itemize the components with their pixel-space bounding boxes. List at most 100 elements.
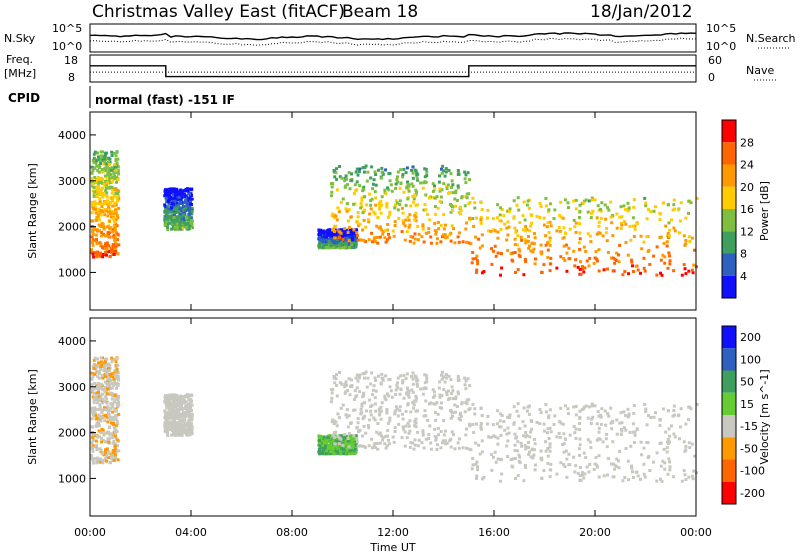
velocity-echo-cell	[672, 475, 676, 479]
power-echo-cell	[445, 184, 449, 188]
velocity-echo-cell	[431, 395, 435, 399]
freq-label: Freq.	[6, 53, 33, 66]
power-echo-cell	[106, 214, 110, 218]
velocity-echo-cell	[383, 442, 387, 446]
velocity-echo-cell	[658, 418, 662, 422]
power-echo-cell	[474, 235, 478, 239]
velocity-echo-cell	[327, 449, 331, 453]
power-echo-cell	[344, 207, 348, 211]
power-echo-cell	[96, 250, 99, 254]
power-echo-cell	[165, 220, 169, 224]
noise-panel-frame	[89, 23, 697, 53]
noise-sky-line	[89, 32, 697, 41]
velocity-echo-cell	[417, 438, 421, 442]
velocity-echo-cell	[107, 440, 111, 444]
velocity-echo-cell	[618, 421, 622, 425]
velocity-echo-cell	[552, 423, 556, 426]
velocity-echo-cell	[318, 441, 322, 445]
power-echo-cell	[186, 222, 190, 226]
power-echo-cell	[117, 206, 121, 210]
power-echo-cell	[188, 211, 192, 215]
power-echo-cell	[95, 242, 99, 246]
power-echo-cell	[400, 230, 404, 234]
power-echo-cell	[339, 243, 343, 247]
colorbar-swatch	[722, 253, 736, 276]
velocity-echo-cell	[99, 415, 103, 419]
power-echo-cell	[373, 190, 377, 194]
power-echo-cell	[347, 208, 351, 212]
velocity-echo-cell	[401, 379, 405, 383]
velocity-echo-cell	[639, 440, 643, 444]
velocity-echo-cell	[173, 431, 177, 435]
velocity-echo-cell	[186, 393, 190, 397]
power-echo-cell	[96, 169, 100, 173]
velocity-echo-cell	[105, 370, 109, 374]
velocity-echo-cell	[562, 432, 566, 436]
power-echo-cell	[172, 216, 176, 219]
power-echo-cell	[596, 204, 600, 208]
velocity-echo-cell	[394, 392, 398, 396]
velocity-echo-cell	[381, 436, 385, 440]
power-echo-cell	[344, 174, 348, 178]
power-echo-cell	[109, 215, 113, 219]
velocity-echo-cell	[91, 395, 95, 399]
velocity-echo-cell	[587, 470, 591, 474]
velocity-echo-cell	[364, 431, 368, 435]
velocity-echo-cell	[113, 449, 117, 452]
velocity-echo-cell	[442, 388, 446, 392]
station-title: Christmas Valley East (fitACF)	[92, 2, 345, 22]
power-echo-cell	[342, 240, 346, 244]
power-echo-cell	[578, 268, 582, 271]
power-echo-cell	[573, 264, 577, 268]
velocity-echo-cell	[362, 391, 366, 395]
power-echo-cell	[102, 225, 106, 229]
velocity-echo-cell	[102, 431, 106, 435]
velocity-echo-cell	[542, 429, 546, 433]
velocity-echo-cell	[356, 421, 360, 425]
velocity-echo-cell	[94, 413, 98, 417]
power-echo-cell	[178, 227, 182, 231]
power-echo-cell	[459, 205, 462, 209]
power-echo-cell	[435, 241, 439, 245]
velocity-echo-cell	[581, 407, 585, 411]
power-echo-cell	[423, 203, 427, 207]
power-echo-cell	[444, 223, 447, 227]
velocity-echo-cell	[624, 414, 628, 417]
velocity-echo-cell	[93, 408, 97, 412]
velocity-echo-cell	[113, 442, 117, 446]
power-echo-cell	[587, 199, 591, 203]
velocity-echo-cell	[111, 410, 115, 414]
power-echo-cell	[421, 223, 425, 227]
power-echo-cell	[395, 201, 399, 205]
power-echo-cell	[379, 176, 383, 180]
velocity-echo-cell	[463, 383, 467, 387]
velocity-echo-cell	[323, 442, 327, 446]
power-echo-cell	[344, 184, 348, 188]
power-echo-cell	[442, 169, 446, 173]
power-echo-cell	[170, 217, 174, 220]
velocity-echo-cell	[90, 406, 94, 410]
velocity-echo-cell	[354, 434, 358, 438]
power-echo-cell	[385, 202, 389, 205]
velocity-echo-cell	[328, 452, 332, 455]
power-echo-cell	[590, 196, 594, 200]
velocity-echo-cell	[350, 378, 353, 382]
power-echo-cell	[105, 176, 109, 180]
power-echo-cell	[326, 230, 330, 234]
power-echo-cell	[108, 185, 112, 189]
power-echo-cell	[167, 199, 170, 203]
velocity-echo-cell	[104, 413, 108, 417]
power-echo-cell	[436, 220, 440, 224]
power-echo-cell	[403, 238, 407, 242]
velocity-echo-cell	[464, 433, 468, 437]
velocity-echo-cell	[546, 427, 550, 431]
power-echo-cell	[496, 236, 500, 240]
power-echo-cell	[325, 235, 329, 239]
power-echo-cell	[366, 170, 370, 174]
power-echo-cell	[544, 234, 548, 238]
velocity-echo-cell	[99, 360, 103, 364]
velocity-echo-cell	[114, 374, 118, 378]
power-echo-cell	[668, 262, 672, 266]
power-echo-cell	[454, 191, 458, 195]
velocity-echo-cell	[590, 402, 594, 406]
